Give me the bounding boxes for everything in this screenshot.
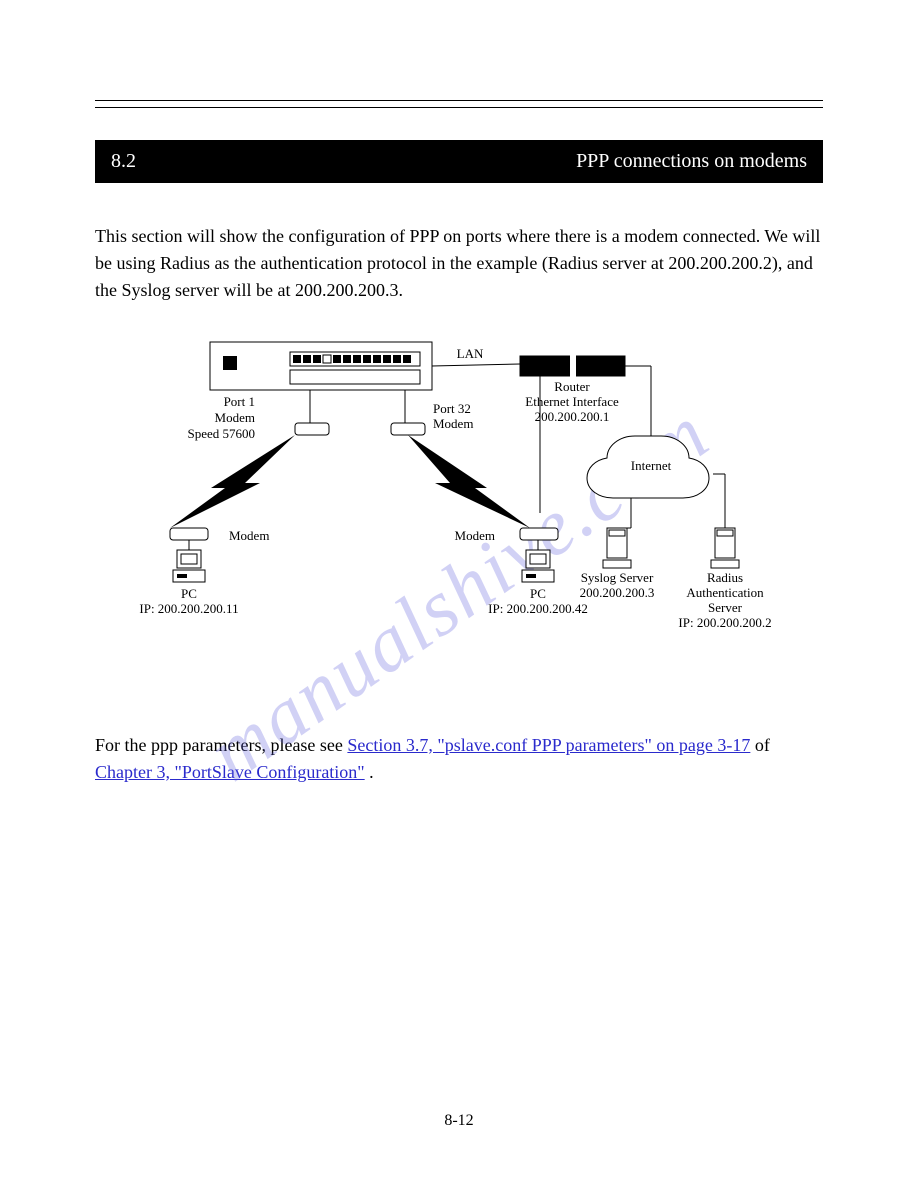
para2-period: . — [369, 762, 374, 782]
pc1-label-b: IP: 200.200.200.11 — [139, 601, 238, 616]
pc2-label-b: IP: 200.200.200.42 — [488, 601, 588, 616]
header-rule — [95, 100, 823, 108]
pc2-label-a: PC — [530, 586, 546, 601]
router-label-b: Ethernet Interface — [525, 394, 619, 409]
page-number: 8-12 — [95, 1112, 823, 1130]
intro-paragraph: This section will show the configuration… — [95, 223, 823, 304]
reference-paragraph: For the ppp parameters, please see Secti… — [95, 732, 823, 786]
port32-label-b: Modem — [433, 416, 473, 431]
section-number: 8.2 — [111, 150, 136, 173]
link-section-3-7[interactable]: Section 3.7, "pslave.conf PPP parameters… — [347, 735, 750, 755]
router-label-c: 200.200.200.1 — [535, 409, 610, 424]
footer: 8-12 — [95, 1112, 823, 1130]
port1-label-a: Port 1 — [224, 394, 255, 409]
radius-label-c: Server — [708, 600, 743, 615]
port1-label-c: Speed 57600 — [187, 426, 255, 441]
modem-right-label: Modem — [455, 528, 495, 543]
section-header-bar: 8.2 PPP connections on modems — [95, 140, 823, 183]
modem-left-label: Modem — [229, 528, 269, 543]
para2-post: of — [755, 735, 770, 755]
port1-label-b: Modem — [215, 410, 255, 425]
internet-label: Internet — [631, 458, 672, 473]
network-diagram: Port 1 Modem Speed 57600 Port 32 Modem L… — [95, 328, 823, 708]
link-chapter-3[interactable]: Chapter 3, "PortSlave Configuration" — [95, 762, 365, 782]
radius-label-d: IP: 200.200.200.2 — [678, 615, 771, 630]
pc1-label-a: PC — [181, 586, 197, 601]
para2-pre: For the ppp parameters, please see — [95, 735, 347, 755]
port32-label-a: Port 32 — [433, 401, 471, 416]
syslog-label-a: Syslog Server — [581, 570, 654, 585]
radius-label-a: Radius — [707, 570, 743, 585]
lan-label: LAN — [457, 346, 484, 361]
router-label-a: Router — [554, 379, 590, 394]
syslog-label-b: 200.200.200.3 — [580, 585, 655, 600]
radius-label-b: Authentication — [686, 585, 764, 600]
section-title: PPP connections on modems — [576, 150, 807, 173]
